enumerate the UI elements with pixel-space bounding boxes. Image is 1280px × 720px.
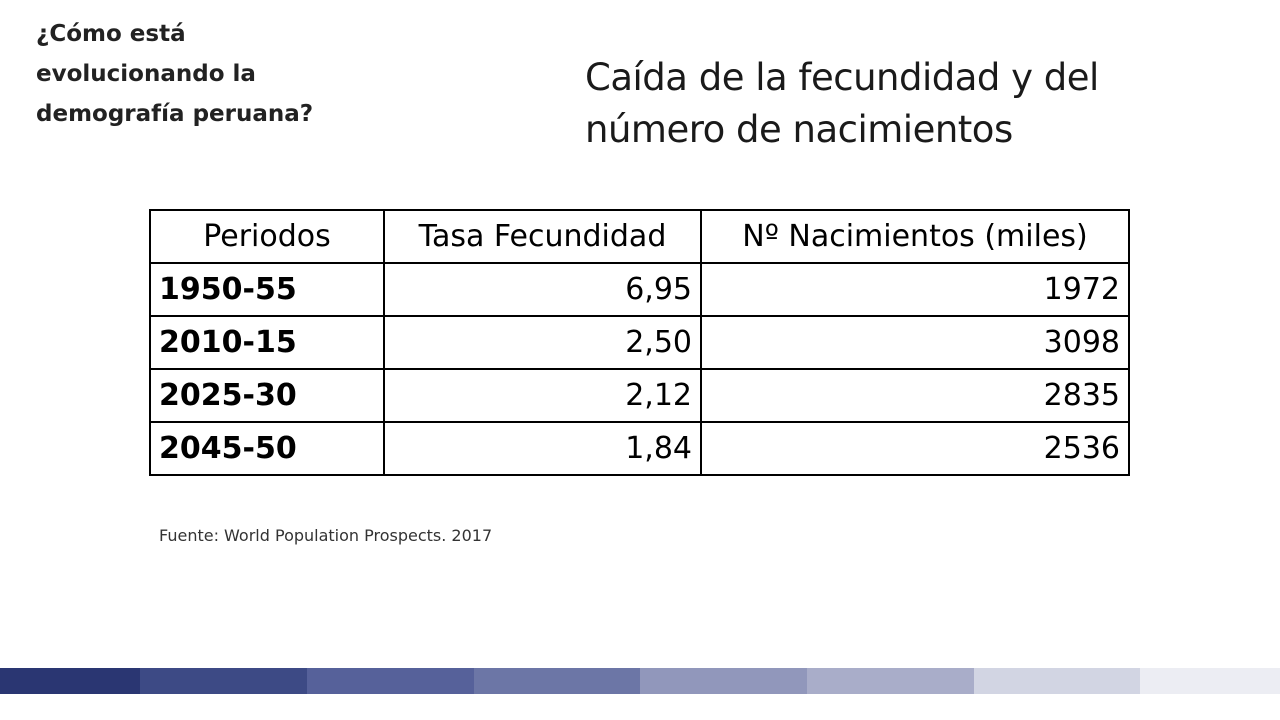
- table-row: 1950-55 6,95 1972: [149, 262, 1130, 317]
- footer-bar-segment: [640, 668, 807, 694]
- footer-bar-segment: [0, 668, 140, 694]
- fertility-rate-cell: 6,95: [383, 262, 702, 317]
- footer-bar-segment: [474, 668, 640, 694]
- fertility-rate-cell: 2,12: [383, 368, 702, 423]
- fertility-rate-cell: 2,50: [383, 315, 702, 370]
- period-cell: 2045-50: [149, 421, 385, 476]
- table-header-row: Periodos Tasa Fecundidad Nº Nacimientos …: [149, 209, 1130, 264]
- column-header-fertility-rate: Tasa Fecundidad: [383, 209, 702, 264]
- source-note: Fuente: World Population Prospects. 2017: [159, 526, 493, 545]
- table-row: 2045-50 1,84 2536: [149, 421, 1130, 476]
- slide-title: Caída de la fecundidad y del número de n…: [585, 56, 1099, 151]
- column-header-births: Nº Nacimientos (miles): [700, 209, 1130, 264]
- footer-bar-segment: [974, 668, 1140, 694]
- footer-bar-segment: [140, 668, 307, 694]
- footer-bar-segment: [1140, 668, 1280, 694]
- fertility-births-table: Periodos Tasa Fecundidad Nº Nacimientos …: [149, 209, 1130, 476]
- period-cell: 2025-30: [149, 368, 385, 423]
- period-cell: 1950-55: [149, 262, 385, 317]
- table-row: 2025-30 2,12 2835: [149, 368, 1130, 423]
- column-header-periods: Periodos: [149, 209, 385, 264]
- births-cell: 1972: [700, 262, 1130, 317]
- births-cell: 2536: [700, 421, 1130, 476]
- births-cell: 3098: [700, 315, 1130, 370]
- footer-color-bar: [0, 668, 1280, 694]
- slide-question: ¿Cómo está evolucionando la demografía p…: [36, 21, 314, 127]
- footer-bar-segment: [807, 668, 974, 694]
- births-cell: 2835: [700, 368, 1130, 423]
- table-row: 2010-15 2,50 3098: [149, 315, 1130, 370]
- footer-bar-segment: [307, 668, 474, 694]
- fertility-rate-cell: 1,84: [383, 421, 702, 476]
- period-cell: 2010-15: [149, 315, 385, 370]
